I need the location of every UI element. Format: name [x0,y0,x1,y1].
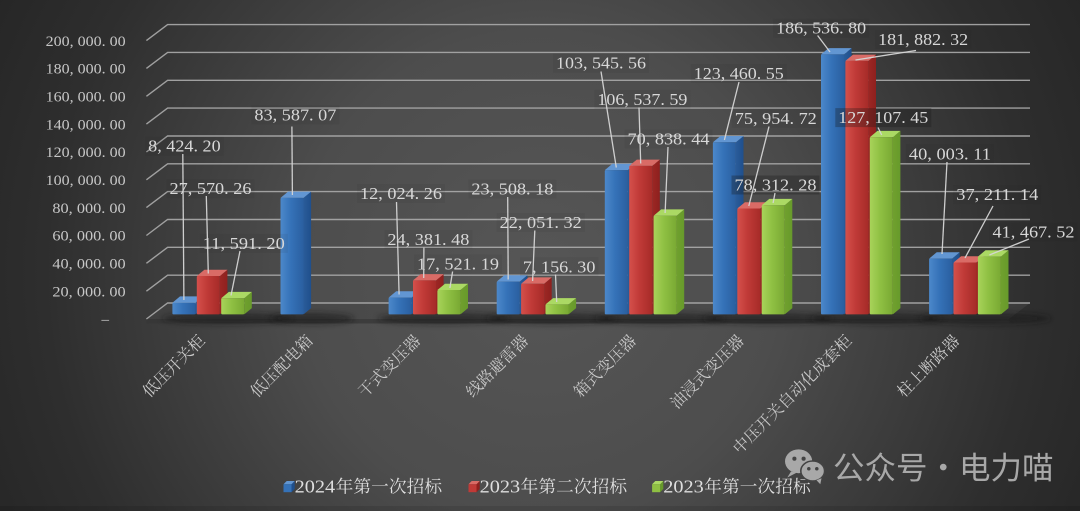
svg-text:20, 000. 00: 20, 000. 00 [52,284,125,300]
svg-text:70, 838. 44: 70, 838. 44 [628,130,710,149]
svg-text:40, 003. 11: 40, 003. 11 [909,144,991,163]
svg-text:140, 000. 00: 140, 000. 00 [46,117,126,133]
svg-text:106, 537. 59: 106, 537. 59 [597,90,687,109]
svg-text:12, 024. 26: 12, 024. 26 [360,184,442,203]
svg-text:120, 000. 00: 120, 000. 00 [46,145,126,161]
svg-text:2023: 2023 [480,477,521,497]
svg-text:23, 508. 18: 23, 508. 18 [471,180,553,199]
svg-text:75, 954. 72: 75, 954. 72 [735,109,817,128]
svg-text:80, 000. 00: 80, 000. 00 [52,201,125,217]
svg-text:123, 460. 55: 123, 460. 55 [694,64,784,83]
svg-text:37, 211. 14: 37, 211. 14 [956,185,1038,204]
svg-text:200, 000. 00: 200, 000. 00 [46,34,126,50]
svg-text:186, 536. 80: 186, 536. 80 [776,19,866,38]
svg-text:24, 381. 48: 24, 381. 48 [387,230,469,249]
svg-text:83, 587. 07: 83, 587. 07 [254,105,336,124]
svg-text:40, 000. 00: 40, 000. 00 [52,257,125,273]
svg-text:78, 312. 28: 78, 312. 28 [735,176,817,195]
svg-text:2023: 2023 [663,477,704,497]
svg-text:100, 000. 00: 100, 000. 00 [46,173,126,189]
svg-text:103, 545. 56: 103, 545. 56 [556,54,646,73]
svg-text:127, 107. 45: 127, 107. 45 [838,108,928,127]
svg-text:11, 591. 20: 11, 591. 20 [203,234,285,253]
svg-text:160, 000. 00: 160, 000. 00 [46,90,126,106]
svg-text:60, 000. 00: 60, 000. 00 [52,229,125,245]
svg-text:180, 000. 00: 180, 000. 00 [46,62,126,78]
svg-text:7, 156. 30: 7, 156. 30 [523,257,596,276]
svg-text:181, 882. 32: 181, 882. 32 [878,30,968,49]
svg-text:41, 467. 52: 41, 467. 52 [993,223,1075,242]
svg-text:8, 424. 20: 8, 424. 20 [148,137,221,156]
svg-text:22, 051. 32: 22, 051. 32 [500,213,582,232]
svg-text:2024: 2024 [295,477,336,497]
svg-text:–: – [101,312,110,328]
svg-text:27, 570. 26: 27, 570. 26 [170,179,252,198]
svg-text:17, 521. 19: 17, 521. 19 [417,254,499,273]
